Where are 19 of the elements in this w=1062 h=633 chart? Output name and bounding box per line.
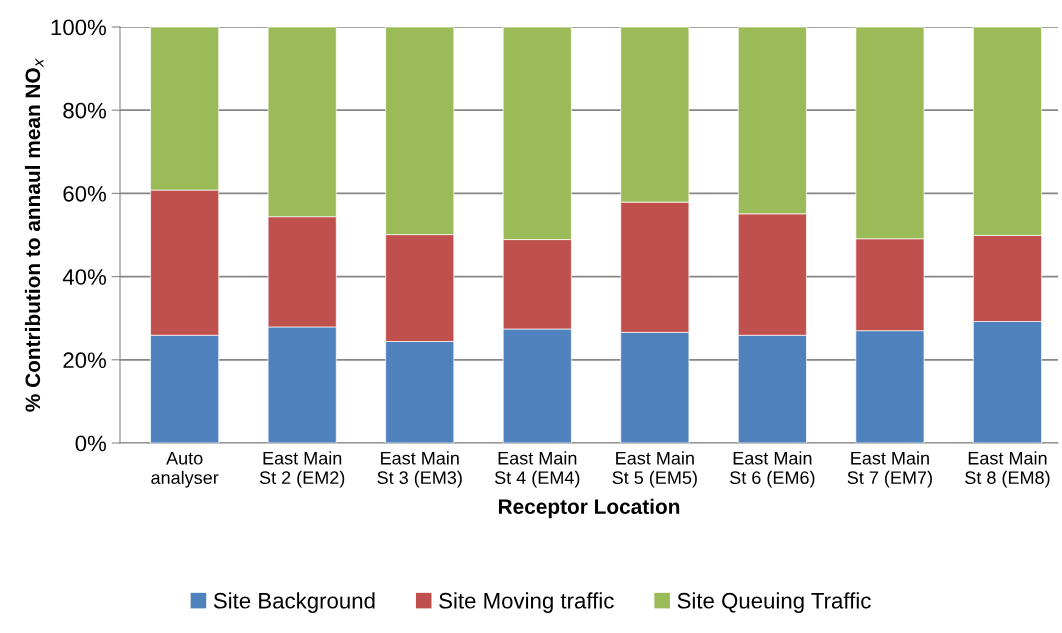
x-axis-title: Receptor Location <box>498 498 680 519</box>
y-tick-label: 20% <box>63 352 107 369</box>
x-tick-label: Auto analyser <box>151 452 219 488</box>
y-tick-label: 60% <box>63 185 107 202</box>
y-axis-title: % Contribution to annaul mean NO$_{x}$ <box>24 58 44 412</box>
legend-label: Site Background <box>213 592 375 613</box>
x-tick-label: East Main St 4 (EM4) <box>494 451 580 488</box>
y-tick-label: 40% <box>62 269 107 285</box>
legend-label: Site Queuing Traffic <box>677 592 871 613</box>
y-tick-label: 0% <box>75 435 107 452</box>
x-tick-label: East Main St 6 (EM6) <box>730 451 815 488</box>
x-tick-label: East Main St 7 (EM7) <box>847 451 932 488</box>
x-tick-label: East Main St 8 (EM8) <box>965 451 1050 488</box>
x-tick-label: East Main St 3 (EM3) <box>377 451 462 488</box>
y-tick-label: 100% <box>51 19 107 36</box>
x-tick-label: East Main St 5 (EM5) <box>612 451 697 488</box>
legend-label: Site Moving traffic <box>439 592 614 613</box>
y-tick-label: 80% <box>63 102 107 119</box>
x-tick-label: East Main St 2 (EM2) <box>259 451 345 488</box>
